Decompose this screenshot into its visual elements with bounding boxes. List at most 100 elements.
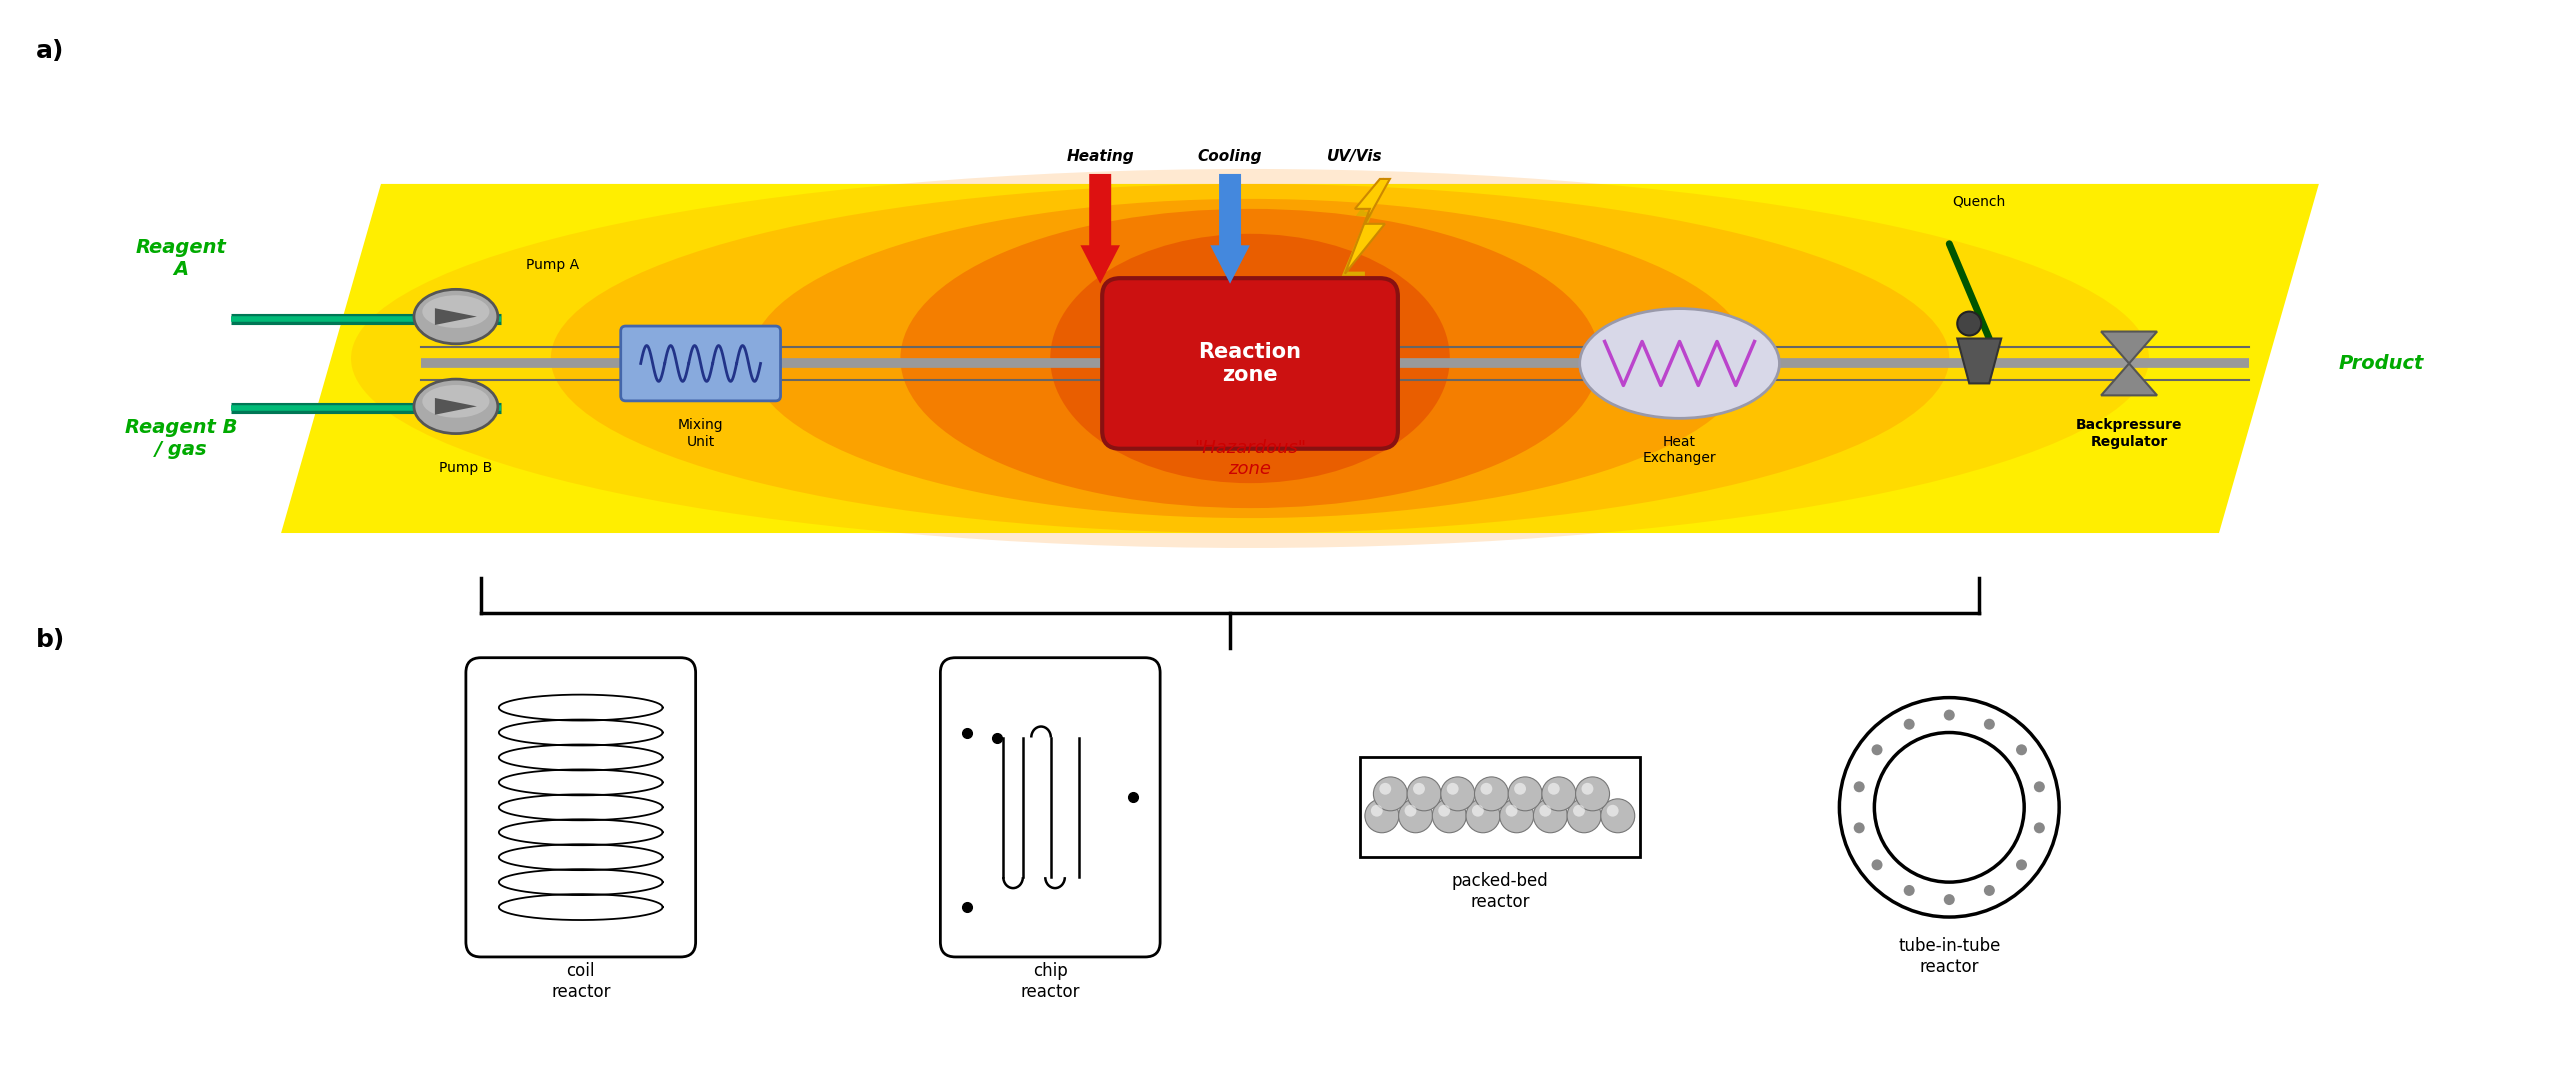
Circle shape (1480, 783, 1492, 794)
Circle shape (1841, 697, 2058, 917)
Ellipse shape (351, 169, 2148, 548)
Circle shape (1853, 781, 1864, 792)
Ellipse shape (415, 289, 497, 344)
Ellipse shape (1436, 806, 1467, 830)
Text: Cooling: Cooling (1198, 149, 1262, 164)
Ellipse shape (422, 295, 489, 327)
Ellipse shape (550, 184, 1948, 533)
Text: Quench: Quench (1953, 195, 2007, 209)
Text: packed-bed
reactor: packed-bed reactor (1452, 873, 1549, 911)
FancyArrow shape (1080, 174, 1119, 284)
Circle shape (1472, 805, 1485, 817)
Text: Heat
Exchanger: Heat Exchanger (1644, 435, 1715, 466)
Ellipse shape (750, 199, 1748, 518)
Circle shape (1984, 719, 1994, 730)
Ellipse shape (1580, 784, 1610, 807)
Circle shape (1541, 777, 1577, 811)
Ellipse shape (1377, 784, 1408, 807)
Ellipse shape (1572, 806, 1603, 830)
Ellipse shape (901, 209, 1600, 508)
Circle shape (2017, 744, 2028, 755)
Text: Heating: Heating (1068, 149, 1134, 164)
Ellipse shape (1503, 806, 1533, 830)
Circle shape (1405, 805, 1416, 817)
Ellipse shape (1444, 784, 1475, 807)
Ellipse shape (1580, 309, 1779, 418)
Circle shape (1853, 823, 1864, 833)
FancyBboxPatch shape (466, 658, 696, 957)
Circle shape (2033, 823, 2045, 833)
Circle shape (1871, 744, 1882, 755)
Polygon shape (1344, 178, 1390, 274)
Circle shape (1905, 719, 1915, 730)
Circle shape (1513, 783, 1526, 794)
Circle shape (1372, 777, 1408, 811)
Circle shape (1380, 783, 1390, 794)
Circle shape (1943, 894, 1956, 905)
Circle shape (2017, 860, 2028, 870)
Circle shape (1370, 805, 1382, 817)
Circle shape (1582, 783, 1592, 794)
Circle shape (1446, 783, 1459, 794)
Text: chip
reactor: chip reactor (1021, 962, 1080, 1001)
Polygon shape (1958, 338, 2002, 383)
Circle shape (1475, 777, 1508, 811)
Ellipse shape (1605, 806, 1636, 830)
Ellipse shape (1403, 806, 1434, 830)
Circle shape (1874, 732, 2025, 882)
Circle shape (1439, 805, 1449, 817)
Ellipse shape (1469, 806, 1500, 830)
Text: Reagent B
/ gas: Reagent B / gas (125, 418, 238, 459)
Ellipse shape (422, 385, 489, 418)
Polygon shape (282, 184, 2319, 533)
Circle shape (1398, 799, 1434, 832)
Text: coil
reactor: coil reactor (550, 962, 609, 1001)
Circle shape (1441, 777, 1475, 811)
Text: a): a) (36, 39, 64, 63)
Polygon shape (2102, 332, 2158, 363)
Ellipse shape (1050, 234, 1449, 483)
Ellipse shape (415, 379, 497, 434)
Circle shape (1905, 885, 1915, 895)
Ellipse shape (1411, 784, 1441, 807)
Text: b): b) (36, 628, 67, 652)
Circle shape (1364, 799, 1398, 832)
Circle shape (1413, 783, 1426, 794)
Ellipse shape (1513, 784, 1544, 807)
Circle shape (1500, 799, 1533, 832)
Circle shape (1984, 885, 1994, 895)
FancyArrow shape (1211, 174, 1249, 284)
FancyBboxPatch shape (620, 326, 781, 400)
Circle shape (1943, 709, 1956, 720)
Ellipse shape (1477, 784, 1508, 807)
Circle shape (1574, 777, 1610, 811)
Circle shape (1539, 805, 1551, 817)
Circle shape (1572, 805, 1585, 817)
FancyBboxPatch shape (1103, 279, 1398, 448)
Circle shape (2033, 781, 2045, 792)
Circle shape (1533, 799, 1567, 832)
Text: Product: Product (2340, 354, 2424, 373)
FancyBboxPatch shape (940, 658, 1160, 957)
Ellipse shape (1546, 784, 1577, 807)
Circle shape (1958, 311, 1981, 335)
Text: Reaction
zone: Reaction zone (1198, 342, 1300, 385)
Polygon shape (435, 398, 476, 415)
Text: Reagent
A: Reagent A (136, 238, 228, 280)
Circle shape (1505, 805, 1518, 817)
Ellipse shape (1536, 806, 1567, 830)
Text: Pump B: Pump B (440, 461, 492, 475)
Circle shape (1508, 777, 1541, 811)
Text: Mixing
Unit: Mixing Unit (678, 418, 724, 448)
Bar (1359, 757, 1638, 857)
Circle shape (1608, 805, 1618, 817)
Polygon shape (2102, 363, 2158, 395)
Text: UV/Vis: UV/Vis (1326, 149, 1382, 164)
Circle shape (1549, 783, 1559, 794)
Circle shape (1408, 777, 1441, 811)
Circle shape (1567, 799, 1600, 832)
Text: Pump A: Pump A (525, 258, 579, 272)
Circle shape (1431, 799, 1467, 832)
Polygon shape (435, 308, 476, 325)
Text: tube-in-tube
reactor: tube-in-tube reactor (1897, 937, 1999, 976)
